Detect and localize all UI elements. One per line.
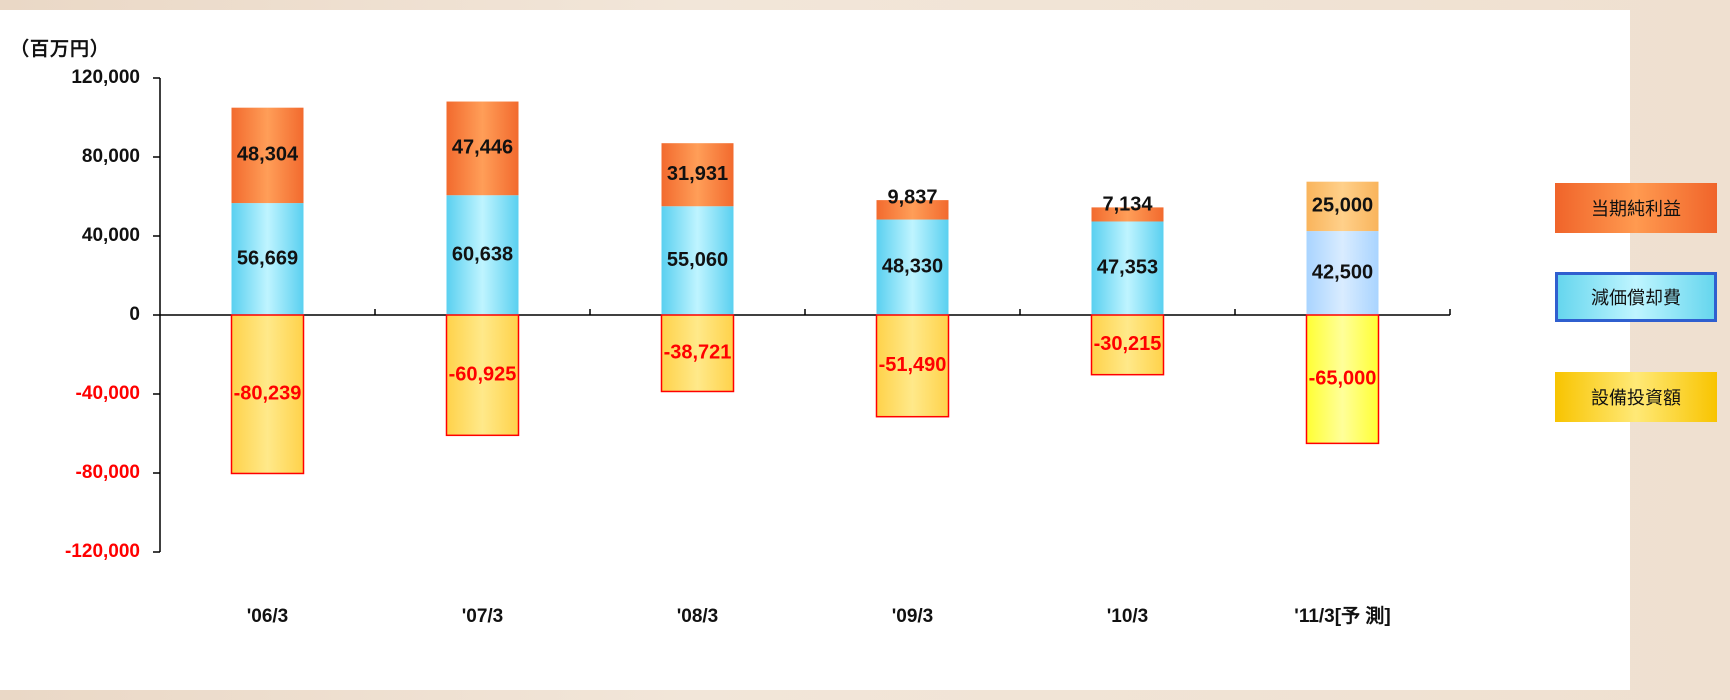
y-tick-label: -40,000 (76, 383, 140, 404)
data-label-profit: 47,446 (452, 137, 513, 159)
unit-label: （百万円） (10, 38, 111, 60)
x-tick-label: '08/3 (677, 606, 719, 627)
bar-profit (1306, 181, 1379, 232)
data-label-capex: -30,215 (1094, 333, 1162, 355)
y-tick-label: -80,000 (76, 462, 140, 483)
chart-svg: 120,000 80,000 40,000 0 -40,000 -80,000 -120,0… (65, 67, 1451, 627)
legend-item-capex: 設備投資額 (1555, 372, 1717, 422)
data-label-depreciation: 42,500 (1312, 261, 1373, 283)
data-label-capex: -80,239 (234, 383, 302, 405)
bar-depreciation (661, 206, 734, 315)
bar-profit (231, 107, 304, 204)
data-label-profit: 25,000 (1312, 195, 1373, 217)
bar-capex (660, 314, 735, 393)
bar-capex (875, 314, 950, 418)
data-label-profit: 7,134 (1102, 194, 1153, 216)
y-tick-label: 0 (129, 304, 140, 325)
data-label-capex: -51,490 (879, 354, 947, 376)
data-label-depreciation: 56,669 (237, 247, 298, 269)
bar-depreciation (876, 219, 949, 315)
y-tick-label: 40,000 (82, 225, 140, 246)
bar-profit (661, 143, 734, 207)
x-tick-label: '11/3[予 測] (1294, 604, 1390, 627)
y-tick-label: 120,000 (71, 67, 140, 88)
data-label-capex: -60,925 (449, 363, 517, 385)
x-tick-label: '09/3 (892, 606, 934, 627)
bar-depreciation (231, 203, 304, 315)
bar-depreciation (1091, 221, 1164, 315)
data-label-profit: 48,304 (237, 144, 299, 166)
x-tick-label: '07/3 (462, 606, 504, 627)
bar-profit (1091, 207, 1164, 222)
bar-profit (876, 200, 949, 220)
data-label-depreciation: 48,330 (882, 256, 943, 278)
data-label-profit: 31,931 (667, 163, 728, 185)
y-tick-label: 80,000 (82, 146, 140, 167)
x-tick-label: '06/3 (247, 606, 289, 627)
legend-item-depreciation: 減価償却費 (1555, 272, 1717, 322)
bar-capex (445, 314, 520, 437)
bar-capex (1305, 314, 1380, 445)
data-label-capex: -38,721 (664, 342, 732, 364)
bar-capex (230, 314, 305, 475)
legend-item-profit: 当期純利益 (1555, 183, 1717, 233)
data-label-profit: 9,837 (887, 186, 937, 208)
data-label-depreciation: 47,353 (1097, 257, 1158, 279)
x-tick-label: '10/3 (1107, 606, 1149, 627)
chart-panel: （百万円） 120,000 80,000 40,000 0 -40,000 -80,000… (0, 10, 1630, 690)
bar-depreciation (1306, 231, 1379, 315)
data-label-depreciation: 60,638 (452, 243, 513, 265)
bar-depreciation (446, 195, 519, 315)
y-tick-label: -120,000 (65, 541, 140, 562)
bar-capex (1090, 314, 1165, 376)
data-label-depreciation: 55,060 (667, 249, 728, 271)
bar-profit (446, 101, 519, 196)
data-label-capex: -65,000 (1309, 367, 1377, 389)
